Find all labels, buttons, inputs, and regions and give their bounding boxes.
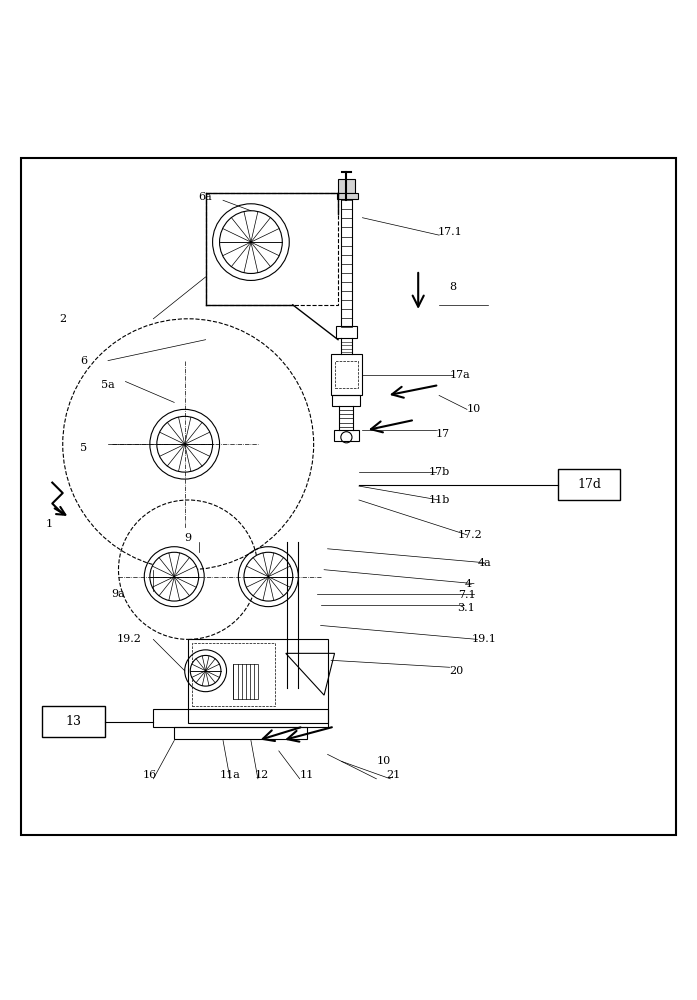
Text: 6a: 6a [199, 192, 213, 202]
Text: 4a: 4a [477, 558, 491, 568]
Bar [334, 430, 359, 441]
Bar [558, 469, 620, 500]
Bar [42, 706, 105, 737]
Text: 17.1: 17.1 [437, 227, 462, 237]
Text: 19.1: 19.1 [472, 634, 497, 644]
Text: 17.2: 17.2 [458, 530, 483, 540]
Text: 17: 17 [436, 429, 450, 439]
Text: 9a: 9a [112, 589, 125, 599]
Text: 17d: 17d [577, 478, 601, 491]
Text: 11a: 11a [220, 770, 240, 780]
Text: 17a: 17a [450, 370, 470, 380]
Text: 2: 2 [59, 314, 66, 324]
Bar [188, 639, 328, 723]
Bar [331, 354, 362, 395]
Text: 1: 1 [45, 519, 52, 529]
Text: 20: 20 [450, 666, 464, 676]
Bar [332, 395, 360, 406]
Text: 10: 10 [376, 756, 390, 766]
Text: 8: 8 [450, 282, 457, 292]
Text: 16: 16 [143, 770, 157, 780]
Text: 11: 11 [300, 770, 314, 780]
Text: 11b: 11b [429, 495, 450, 505]
Circle shape [244, 552, 293, 601]
Text: 10: 10 [467, 404, 481, 414]
Circle shape [157, 416, 213, 472]
Text: 19.2: 19.2 [116, 634, 141, 644]
Bar [192, 643, 275, 706]
Bar [337, 193, 358, 199]
Bar [338, 179, 355, 193]
Circle shape [220, 211, 282, 273]
Bar [336, 326, 357, 338]
Text: 17b: 17b [429, 467, 450, 477]
Text: 3.1: 3.1 [457, 603, 475, 613]
Text: 4: 4 [465, 579, 472, 589]
Bar [335, 361, 358, 388]
Circle shape [150, 552, 199, 601]
Circle shape [190, 655, 221, 686]
Text: 5a: 5a [101, 380, 115, 390]
Bar [206, 193, 338, 305]
Bar [174, 727, 307, 739]
Bar [233, 664, 258, 699]
Text: 7.1: 7.1 [458, 590, 476, 600]
Text: 12: 12 [254, 770, 268, 780]
Text: 5: 5 [80, 443, 87, 453]
Text: 6: 6 [80, 356, 87, 366]
Text: 13: 13 [66, 715, 81, 728]
Text: 9: 9 [185, 533, 192, 543]
Text: 21: 21 [387, 770, 401, 780]
Bar [153, 709, 328, 727]
